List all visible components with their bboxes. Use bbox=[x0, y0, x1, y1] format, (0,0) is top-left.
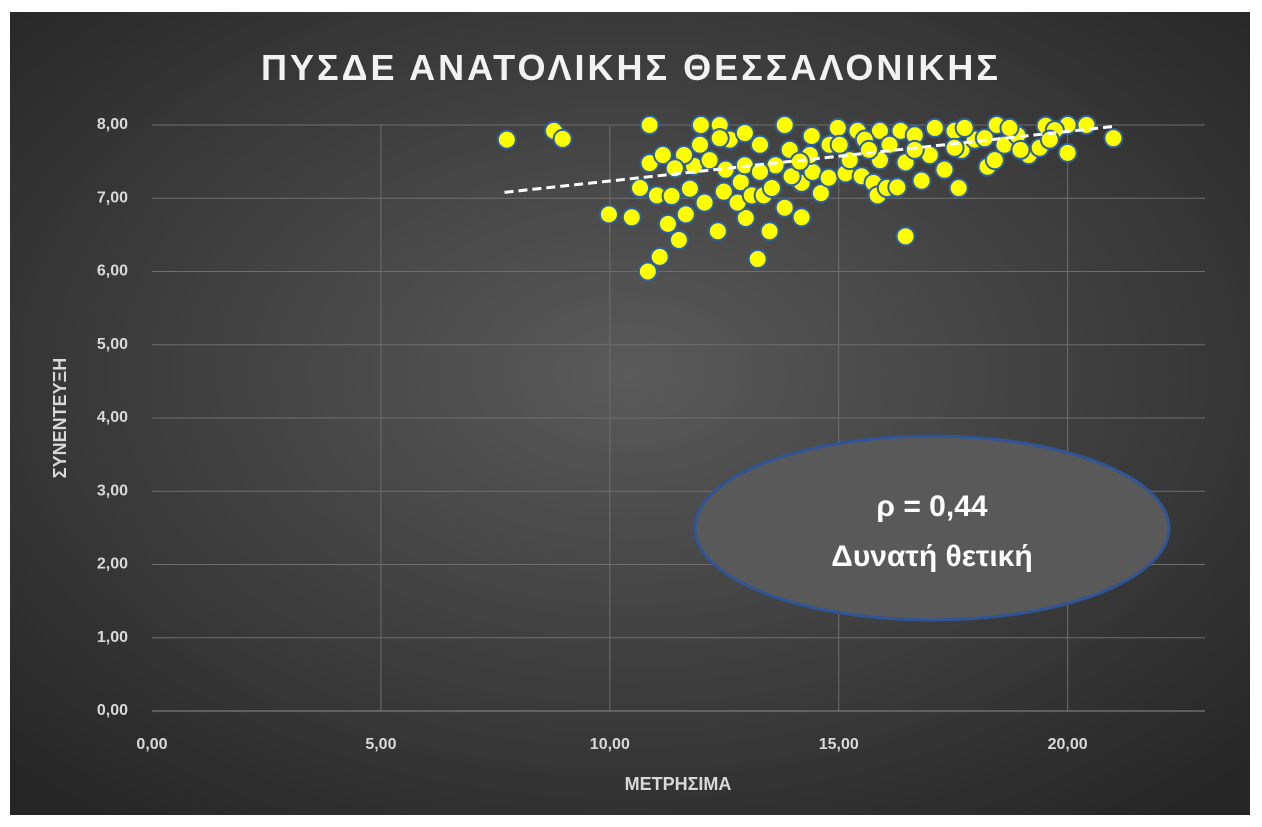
point bbox=[904, 139, 925, 160]
point bbox=[818, 167, 839, 188]
point bbox=[709, 128, 730, 149]
point bbox=[944, 137, 965, 158]
point bbox=[911, 170, 932, 191]
point bbox=[675, 204, 696, 225]
point bbox=[699, 150, 720, 171]
point bbox=[690, 134, 711, 155]
point bbox=[747, 249, 768, 270]
y-tick-label: 3,00 bbox=[97, 482, 128, 499]
trend-line bbox=[504, 124, 1114, 194]
x-axis-title: ΜΕΤΡΗΣΙΜΑ bbox=[625, 774, 732, 794]
y-tick-label: 6,00 bbox=[97, 263, 128, 280]
point bbox=[761, 177, 782, 198]
point bbox=[1010, 139, 1031, 160]
point bbox=[948, 177, 969, 198]
point bbox=[621, 207, 642, 228]
y-tick-label: 0,00 bbox=[97, 702, 128, 719]
point bbox=[630, 177, 651, 198]
point bbox=[801, 125, 822, 146]
y-tick-label: 5,00 bbox=[97, 336, 128, 353]
point bbox=[694, 192, 715, 213]
point bbox=[895, 226, 916, 247]
point bbox=[774, 197, 795, 218]
annotation-text: ρ = 0,44 bbox=[876, 490, 987, 523]
point bbox=[999, 117, 1020, 138]
point bbox=[749, 161, 770, 182]
point bbox=[879, 134, 900, 155]
point bbox=[598, 204, 619, 225]
point bbox=[690, 115, 711, 135]
x-tick-label: 10,00 bbox=[590, 736, 630, 753]
y-tick-label: 1,00 bbox=[97, 629, 128, 646]
point bbox=[652, 145, 673, 166]
x-tick-label: 15,00 bbox=[819, 736, 859, 753]
point bbox=[827, 117, 848, 138]
x-tick-label: 0,00 bbox=[136, 736, 167, 753]
point bbox=[924, 117, 945, 138]
point bbox=[661, 186, 682, 207]
point bbox=[668, 230, 689, 251]
point bbox=[679, 178, 700, 199]
y-tick-label: 7,00 bbox=[97, 189, 128, 206]
x-tick-label: 20,00 bbox=[1048, 736, 1088, 753]
point bbox=[639, 115, 660, 135]
point bbox=[759, 221, 780, 242]
point bbox=[887, 177, 908, 198]
point bbox=[713, 181, 734, 202]
point bbox=[707, 221, 728, 242]
point bbox=[1103, 128, 1124, 149]
point bbox=[734, 123, 755, 144]
annotation-bubble bbox=[693, 434, 1171, 622]
y-axis-title: ΣΥΝΕΝΤΕΥΞΗ bbox=[50, 358, 70, 478]
point bbox=[649, 246, 670, 267]
point bbox=[810, 183, 831, 204]
point bbox=[496, 129, 517, 150]
y-tick-label: 4,00 bbox=[97, 409, 128, 426]
point bbox=[657, 213, 678, 234]
point bbox=[637, 261, 658, 282]
chart-title: ΠΥΣΔΕ ΑΝΑΤΟΛΙΚΗΣ ΘΕΣΣΑΛΟΝΙΚΗΣ bbox=[261, 47, 1001, 88]
y-tick-label: 8,00 bbox=[97, 116, 128, 133]
point bbox=[1039, 129, 1060, 150]
y-tick-label: 2,00 bbox=[97, 556, 128, 573]
point bbox=[829, 134, 850, 155]
point bbox=[869, 120, 890, 141]
point bbox=[774, 115, 795, 135]
x-tick-label: 5,00 bbox=[365, 736, 396, 753]
point bbox=[552, 128, 573, 149]
point bbox=[1057, 142, 1078, 163]
point bbox=[974, 128, 995, 149]
point bbox=[934, 159, 955, 180]
point bbox=[735, 208, 756, 229]
point bbox=[984, 150, 1005, 171]
point bbox=[858, 139, 879, 160]
point bbox=[954, 117, 975, 138]
annotation-text: Δυνατή θετική bbox=[831, 540, 1032, 573]
point bbox=[791, 207, 812, 228]
point bbox=[749, 134, 770, 155]
